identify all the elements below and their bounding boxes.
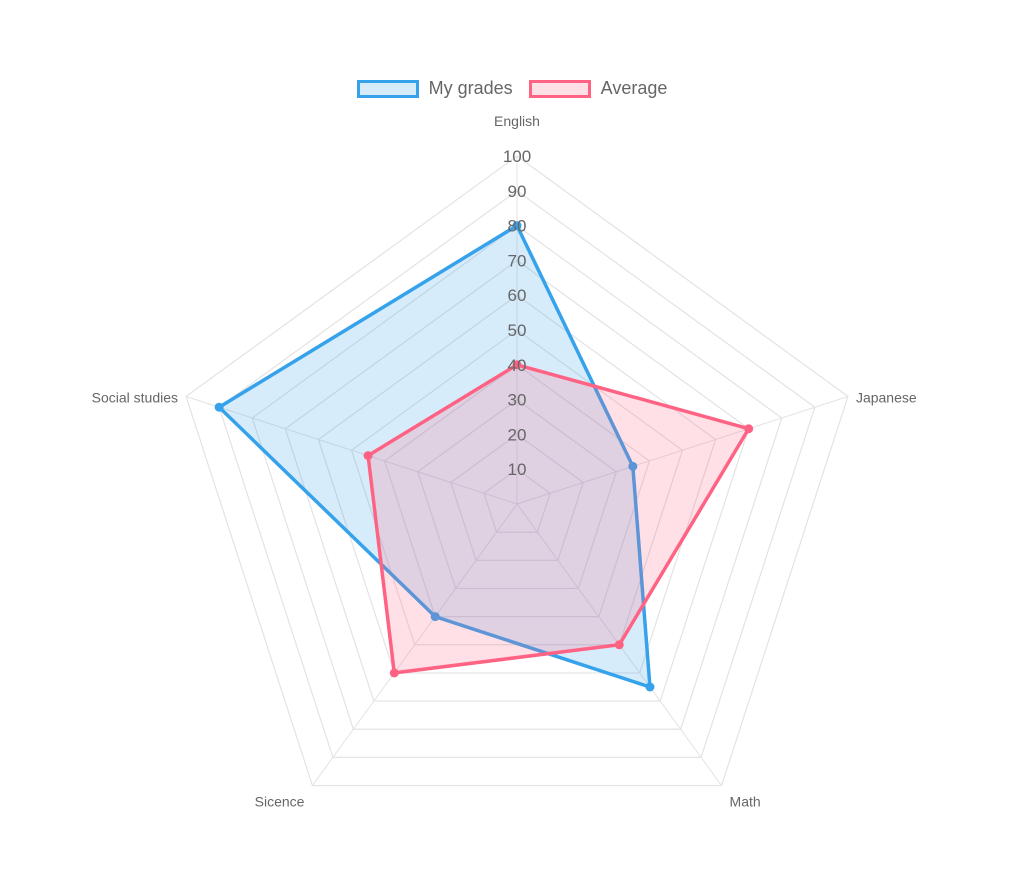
tick-label: 60 bbox=[508, 286, 527, 305]
grid-ring bbox=[317, 294, 717, 674]
angle-line bbox=[516, 395, 849, 505]
legend-swatch-my-grades bbox=[356, 79, 419, 98]
tick-label: 30 bbox=[508, 391, 527, 410]
data-point bbox=[214, 402, 224, 412]
grid-ring bbox=[483, 468, 551, 533]
legend: My grades Average bbox=[0, 78, 1024, 99]
axis-label: Japanese bbox=[856, 389, 917, 405]
axis-label: English bbox=[494, 113, 540, 129]
data-point bbox=[645, 682, 655, 692]
data-point bbox=[628, 461, 638, 471]
angle-line bbox=[185, 395, 518, 505]
legend-swatch-average bbox=[528, 79, 591, 98]
tick-label: 10 bbox=[508, 460, 527, 479]
data-point bbox=[744, 424, 754, 434]
tick-label: 20 bbox=[508, 425, 527, 444]
grid-ring bbox=[218, 190, 816, 758]
series-area-0 bbox=[216, 223, 652, 690]
tick-label: 100 bbox=[503, 147, 531, 166]
data-point bbox=[363, 451, 373, 461]
grid-ring bbox=[450, 433, 584, 561]
axis-label: Sicence bbox=[255, 794, 305, 810]
series-area-1 bbox=[366, 362, 752, 675]
tick-label: 80 bbox=[508, 217, 527, 236]
legend-label: Average bbox=[600, 78, 668, 98]
tick-label: 90 bbox=[508, 182, 527, 201]
data-point bbox=[430, 612, 440, 622]
grid-ring bbox=[251, 224, 783, 730]
axis-label: Math bbox=[730, 794, 761, 810]
data-point bbox=[512, 360, 522, 370]
angle-line bbox=[312, 503, 518, 786]
grid-ring bbox=[383, 364, 651, 618]
tick-label: 70 bbox=[508, 251, 527, 270]
data-point bbox=[614, 640, 624, 650]
legend-item-average[interactable]: Average bbox=[528, 78, 668, 99]
grid-ring bbox=[284, 259, 750, 702]
grid-ring bbox=[185, 155, 849, 787]
legend-item-my-grades[interactable]: My grades bbox=[356, 78, 513, 99]
tick-label: 50 bbox=[508, 321, 527, 340]
grid-ring bbox=[417, 398, 617, 590]
data-point bbox=[512, 221, 522, 231]
data-point bbox=[389, 668, 399, 678]
tick-label: 40 bbox=[508, 356, 527, 375]
axis-label: Social studies bbox=[92, 389, 178, 405]
legend-label: My grades bbox=[428, 78, 513, 98]
